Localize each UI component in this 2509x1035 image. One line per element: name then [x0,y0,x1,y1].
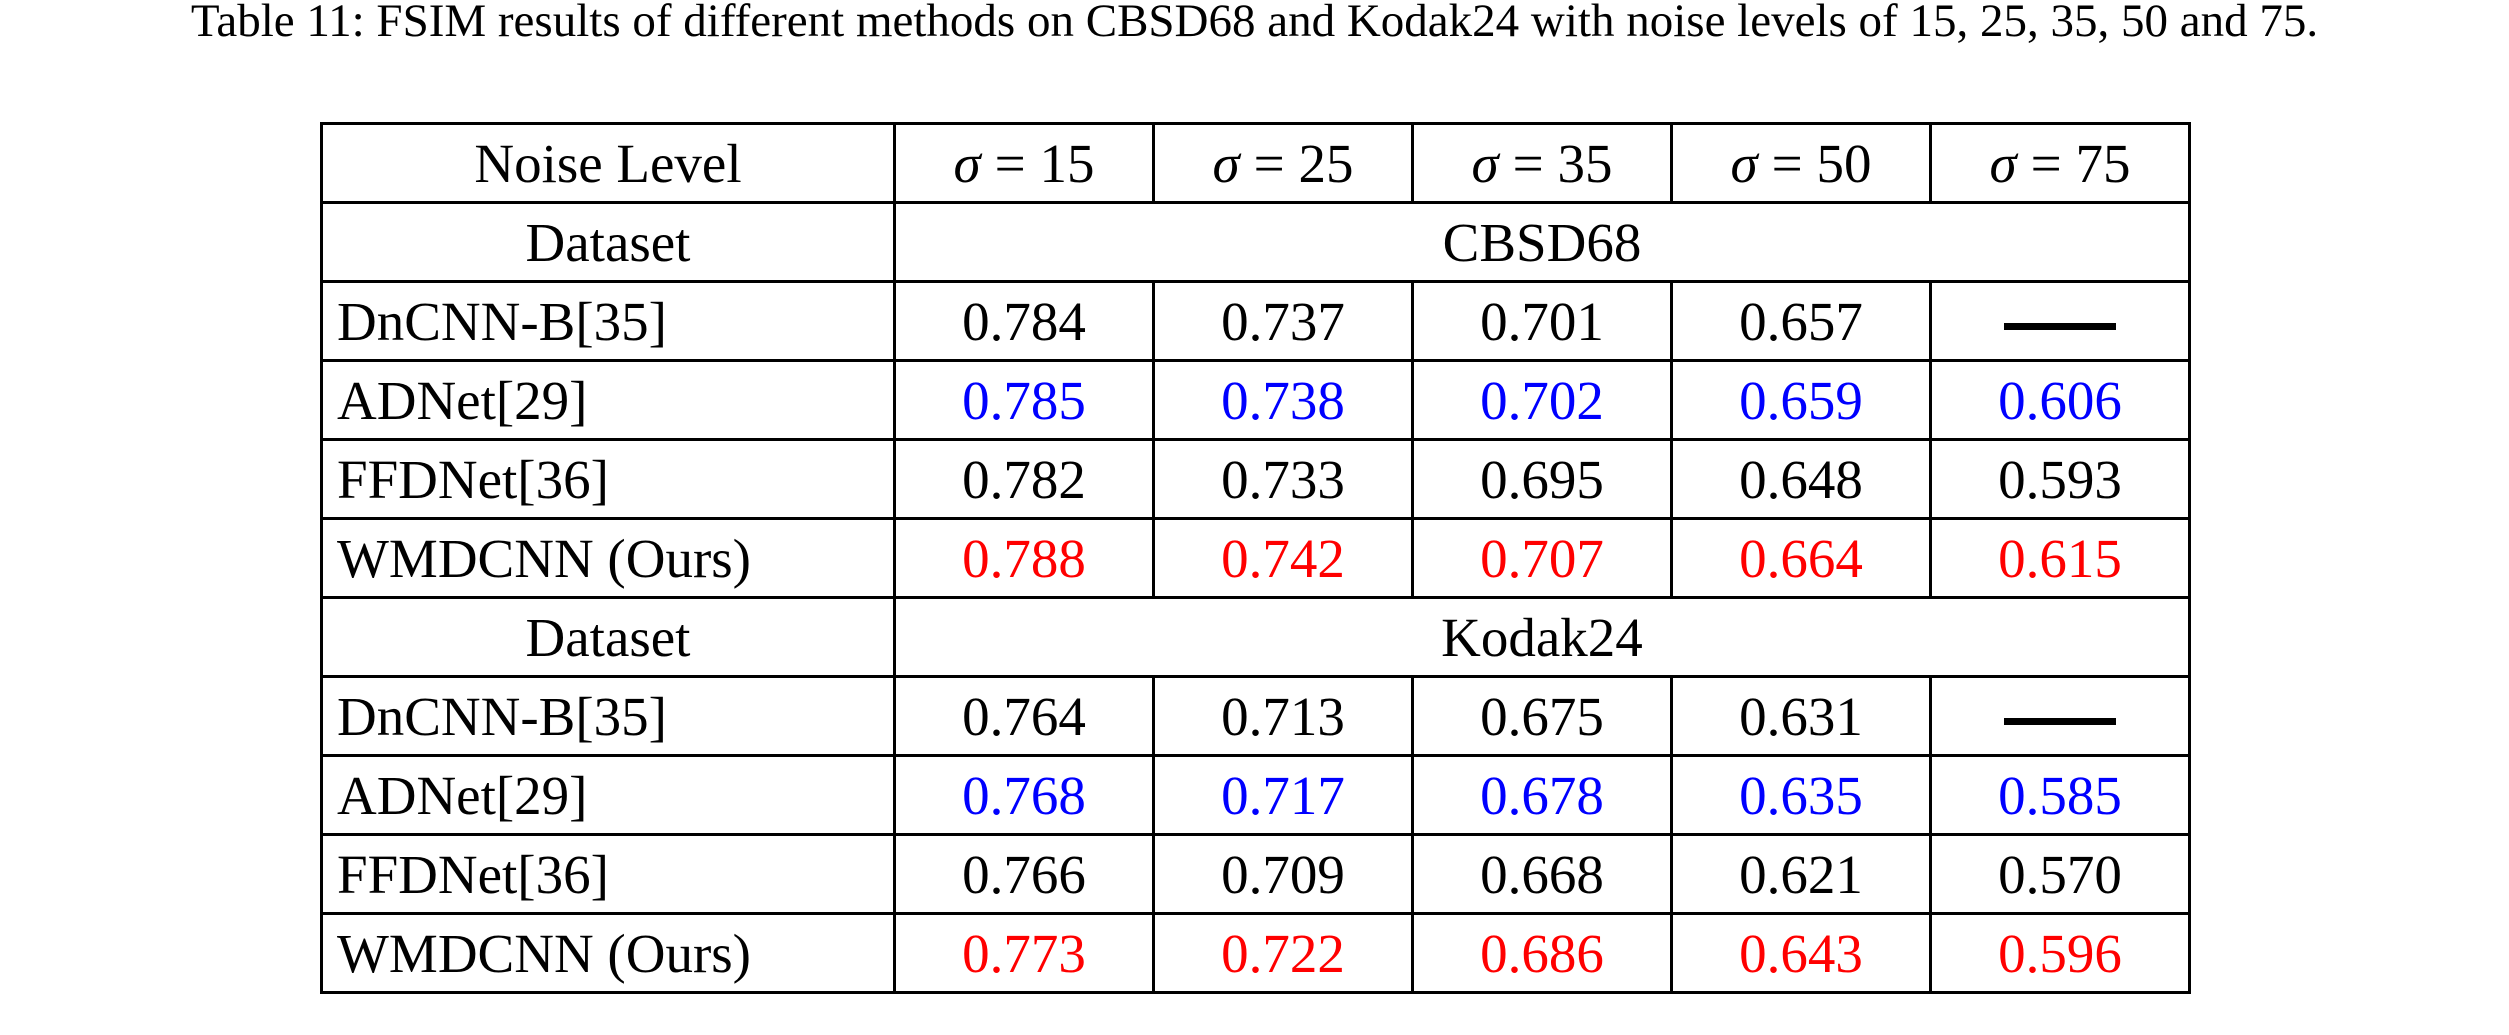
fsim-value: 0.657 [1670,280,1932,362]
sigma-symbol: σ [1730,132,1758,194]
no-result-dash [2004,718,2116,726]
fsim-value: 0.668 [1411,833,1673,915]
fsim-value: 0.701 [1411,280,1673,362]
fsim-value: 0.631 [1670,675,1932,757]
fsim-value: 0.717 [1152,754,1414,836]
fsim-value: 0.659 [1670,359,1932,441]
table-row-ffdnet-kodak24: FFDNet[36] 0.766 0.709 0.668 0.621 0.570 [320,833,2191,915]
method-label: ADNet[29] [320,359,896,441]
sigma-value: = 15 [994,132,1095,194]
sigma-value: = 25 [1253,132,1354,194]
fsim-results-table: Noise Level σ = 15 σ = 25 σ = 35 σ = 50 σ = 7… [320,122,2191,994]
fsim-value-missing [1929,280,2191,362]
sigma-value: = 75 [2030,132,2131,194]
sigma-symbol: σ [1471,132,1499,194]
header-row: Noise Level σ = 15 σ = 25 σ = 35 σ = 50 σ = 7… [320,122,2191,204]
fsim-value: 0.764 [893,675,1155,757]
fsim-value: 0.695 [1411,438,1673,520]
dataset-name-kodak24: Kodak24 [893,596,2191,678]
fsim-value: 0.785 [893,359,1155,441]
dataset-name-cbsd68: CBSD68 [893,201,2191,283]
fsim-value-missing [1929,675,2191,757]
sigma-value: = 50 [1771,132,1872,194]
fsim-value: 0.596 [1929,912,2191,994]
table-row-ffdnet-cbsd68: FFDNet[36] 0.782 0.733 0.695 0.648 0.593 [320,438,2191,520]
dataset-label: Dataset [320,201,896,283]
fsim-value: 0.788 [893,517,1155,599]
fsim-value: 0.713 [1152,675,1414,757]
fsim-value: 0.686 [1411,912,1673,994]
fsim-value: 0.738 [1152,359,1414,441]
no-result-dash [2004,323,2116,331]
table-row-wmdcnn-cbsd68: WMDCNN (Ours) 0.788 0.742 0.707 0.664 0.… [320,517,2191,599]
fsim-value: 0.702 [1411,359,1673,441]
fsim-value: 0.737 [1152,280,1414,362]
fsim-value: 0.635 [1670,754,1932,836]
noise-level-header: Noise Level [320,122,896,204]
table-row-adnet-kodak24: ADNet[29] 0.768 0.717 0.678 0.635 0.585 [320,754,2191,836]
sigma-15-header: σ = 15 [893,122,1155,204]
fsim-value: 0.648 [1670,438,1932,520]
sigma-25-header: σ = 25 [1152,122,1414,204]
fsim-value: 0.664 [1670,517,1932,599]
sigma-symbol: σ [1989,132,2017,194]
sigma-symbol: σ [1212,132,1240,194]
method-label: DnCNN-B[35] [320,280,896,362]
sigma-value: = 35 [1512,132,1613,194]
fsim-value: 0.784 [893,280,1155,362]
fsim-value: 0.766 [893,833,1155,915]
fsim-value: 0.615 [1929,517,2191,599]
fsim-value: 0.768 [893,754,1155,836]
table-row-adnet-cbsd68: ADNet[29] 0.785 0.738 0.702 0.659 0.606 [320,359,2191,441]
method-label: FFDNet[36] [320,438,896,520]
table-row-dncnn-cbsd68: DnCNN-B[35] 0.784 0.737 0.701 0.657 [320,280,2191,362]
dataset-row-cbsd68: Dataset CBSD68 [320,201,2191,283]
fsim-value: 0.678 [1411,754,1673,836]
sigma-50-header: σ = 50 [1670,122,1932,204]
sigma-symbol: σ [953,132,981,194]
table-row-wmdcnn-kodak24: WMDCNN (Ours) 0.773 0.722 0.686 0.643 0.… [320,912,2191,994]
method-label: ADNet[29] [320,754,896,836]
fsim-value: 0.570 [1929,833,2191,915]
fsim-value: 0.782 [893,438,1155,520]
fsim-value: 0.585 [1929,754,2191,836]
dataset-row-kodak24: Dataset Kodak24 [320,596,2191,678]
fsim-value: 0.606 [1929,359,2191,441]
method-label: WMDCNN (Ours) [320,517,896,599]
method-label: DnCNN-B[35] [320,675,896,757]
method-label: WMDCNN (Ours) [320,912,896,994]
fsim-value: 0.707 [1411,517,1673,599]
fsim-value: 0.773 [893,912,1155,994]
dataset-label: Dataset [320,596,896,678]
method-label: FFDNet[36] [320,833,896,915]
sigma-35-header: σ = 35 [1411,122,1673,204]
fsim-value: 0.675 [1411,675,1673,757]
table-caption: Table 11: FSIM results of different meth… [190,0,2319,47]
table-row-dncnn-kodak24: DnCNN-B[35] 0.764 0.713 0.675 0.631 [320,675,2191,757]
fsim-value: 0.709 [1152,833,1414,915]
fsim-value: 0.722 [1152,912,1414,994]
fsim-value: 0.621 [1670,833,1932,915]
fsim-value: 0.593 [1929,438,2191,520]
fsim-value: 0.742 [1152,517,1414,599]
fsim-value: 0.643 [1670,912,1932,994]
sigma-75-header: σ = 75 [1929,122,2191,204]
fsim-value: 0.733 [1152,438,1414,520]
